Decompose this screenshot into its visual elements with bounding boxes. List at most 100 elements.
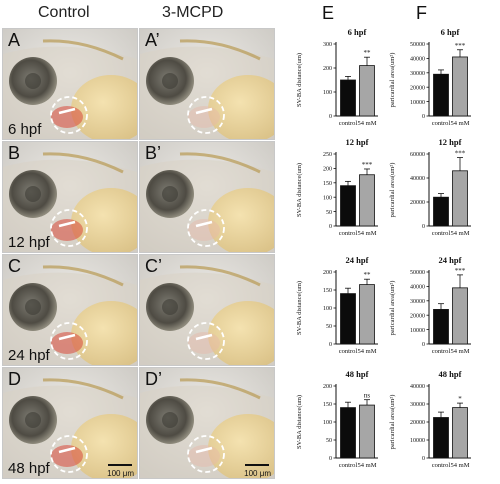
y-tick-label: 200	[323, 384, 332, 390]
micrograph-panel: C 24 hpf	[2, 254, 138, 366]
chart-title: 6 hpf	[441, 27, 460, 37]
x-tick-label: control	[339, 462, 358, 469]
bar-treated	[359, 65, 375, 117]
chart-title: 24 hpf	[439, 255, 462, 265]
bar-control	[433, 417, 449, 459]
y-tick-label: 200	[323, 270, 332, 276]
significance-label: **	[364, 271, 372, 279]
bar-chart: 24 hpf SV-BA distance(um) 0 50 100 150 200 cont…	[296, 255, 378, 355]
y-tick-label: 50	[326, 324, 332, 330]
panel-letter: D’	[145, 369, 162, 389]
panel-letter: C	[8, 256, 21, 276]
x-tick-label: 54 mM	[451, 462, 470, 469]
y-tick-label: 150	[323, 181, 332, 187]
bar-treated	[359, 284, 375, 345]
timepoint-label: 12 hpf	[8, 234, 50, 251]
chart-title: 24 hpf	[346, 255, 369, 265]
y-tick-label: 100	[323, 420, 332, 426]
y-axis-label: SV-BA distance(um)	[296, 163, 303, 217]
bar-control	[340, 185, 356, 227]
embryo-image	[140, 255, 274, 365]
y-tick-label: 50000	[410, 270, 425, 276]
embryo-image	[3, 29, 137, 139]
micrograph-panel: A’	[139, 28, 275, 140]
y-tick-label: 20000	[410, 313, 425, 319]
x-tick-label: 54 mM	[451, 348, 470, 355]
y-axis-label: SV-BA distance(um)	[296, 281, 303, 335]
x-tick-label: 54 mM	[358, 120, 377, 127]
embryo-image	[3, 368, 137, 478]
y-tick-label: 0	[329, 342, 332, 348]
y-tick-label: 300	[323, 42, 332, 48]
scale-bar	[108, 464, 132, 466]
bar-treated	[452, 56, 468, 117]
bar-chart: 48 hpf paricardial area(um²) 0 10000 20000 30…	[389, 369, 471, 469]
y-tick-label: 30000	[410, 299, 425, 305]
bar-control	[340, 293, 356, 345]
y-tick-label: 0	[329, 456, 332, 462]
bar-treated	[359, 174, 375, 227]
bar-control	[433, 73, 449, 117]
micrograph-panel: B’	[139, 141, 275, 253]
x-tick-label: control	[432, 230, 451, 237]
x-tick-label: control	[432, 120, 451, 127]
x-tick-label: 54 mM	[451, 120, 470, 127]
y-tick-label: 50	[326, 438, 332, 444]
treated-column-header: 3-MCPD	[162, 4, 224, 21]
bar-chart: 24 hpf paricardial area(um²) 0 10000 20000 30…	[389, 255, 471, 355]
x-tick-label: control	[339, 230, 358, 237]
panel-letter: B’	[145, 143, 162, 163]
bar-treated	[452, 170, 468, 227]
y-tick-label: 50000	[410, 42, 425, 48]
bar-control	[433, 196, 449, 227]
y-tick-label: 0	[329, 224, 332, 230]
embryo-image	[3, 255, 137, 365]
significance-label: ***	[455, 150, 466, 158]
bar-chart: 12 hpf SV-BA distance(um) 0 50 100 150 200 250 c…	[296, 137, 378, 237]
x-tick-label: 54 mM	[358, 462, 377, 469]
x-tick-label: control	[432, 462, 451, 469]
y-tick-label: 200	[323, 167, 332, 173]
y-tick-label: 30000	[410, 402, 425, 408]
panel-f-label: F	[416, 3, 427, 23]
control-column-header: Control	[38, 4, 90, 21]
y-axis-label: SV-BA distance(um)	[296, 395, 303, 449]
chart-title: 48 hpf	[439, 369, 462, 379]
y-tick-label: 50	[326, 210, 332, 216]
y-tick-label: 40000	[410, 384, 425, 390]
y-tick-label: 150	[323, 402, 332, 408]
y-tick-label: 100	[323, 90, 332, 96]
chart-title: 12 hpf	[346, 137, 369, 147]
y-tick-label: 40000	[410, 285, 425, 291]
y-tick-label: 100	[323, 306, 332, 312]
chart-title: 12 hpf	[439, 137, 462, 147]
embryo-image	[140, 368, 274, 478]
x-tick-label: 54 mM	[358, 230, 377, 237]
y-tick-label: 10000	[410, 328, 425, 334]
y-tick-label: 30000	[410, 71, 425, 77]
y-tick-label: 0	[329, 114, 332, 120]
micrograph-panel: D’ 100 μm	[139, 367, 275, 479]
micrograph-panel: D 48 hpf 100 μm	[2, 367, 138, 479]
scale-bar-label: 100 μm	[244, 469, 271, 478]
y-tick-label: 10000	[410, 438, 425, 444]
bar-chart: 6 hpf SV-BA distance(um) 0 100 200 300 control…	[296, 27, 378, 127]
embryo-image	[3, 142, 137, 252]
y-tick-label: 100	[323, 195, 332, 201]
y-tick-label: 0	[422, 224, 425, 230]
y-tick-label: 20000	[410, 200, 425, 206]
panel-letter: A’	[145, 30, 160, 50]
timepoint-label: 6 hpf	[8, 121, 42, 138]
chart-title: 48 hpf	[346, 369, 369, 379]
y-tick-label: 20000	[410, 420, 425, 426]
significance-label: ***	[362, 161, 373, 169]
y-tick-label: 0	[422, 456, 425, 462]
y-axis-label: paricardial area(um²)	[389, 395, 396, 450]
scale-bar-label: 100 μm	[107, 469, 134, 478]
bar-control	[340, 407, 356, 459]
significance-label: *	[458, 395, 462, 403]
panel-letter: A	[8, 30, 21, 50]
significance-label: ***	[455, 267, 466, 275]
micrograph-panel: B 12 hpf	[2, 141, 138, 253]
timepoint-label: 48 hpf	[8, 460, 50, 477]
